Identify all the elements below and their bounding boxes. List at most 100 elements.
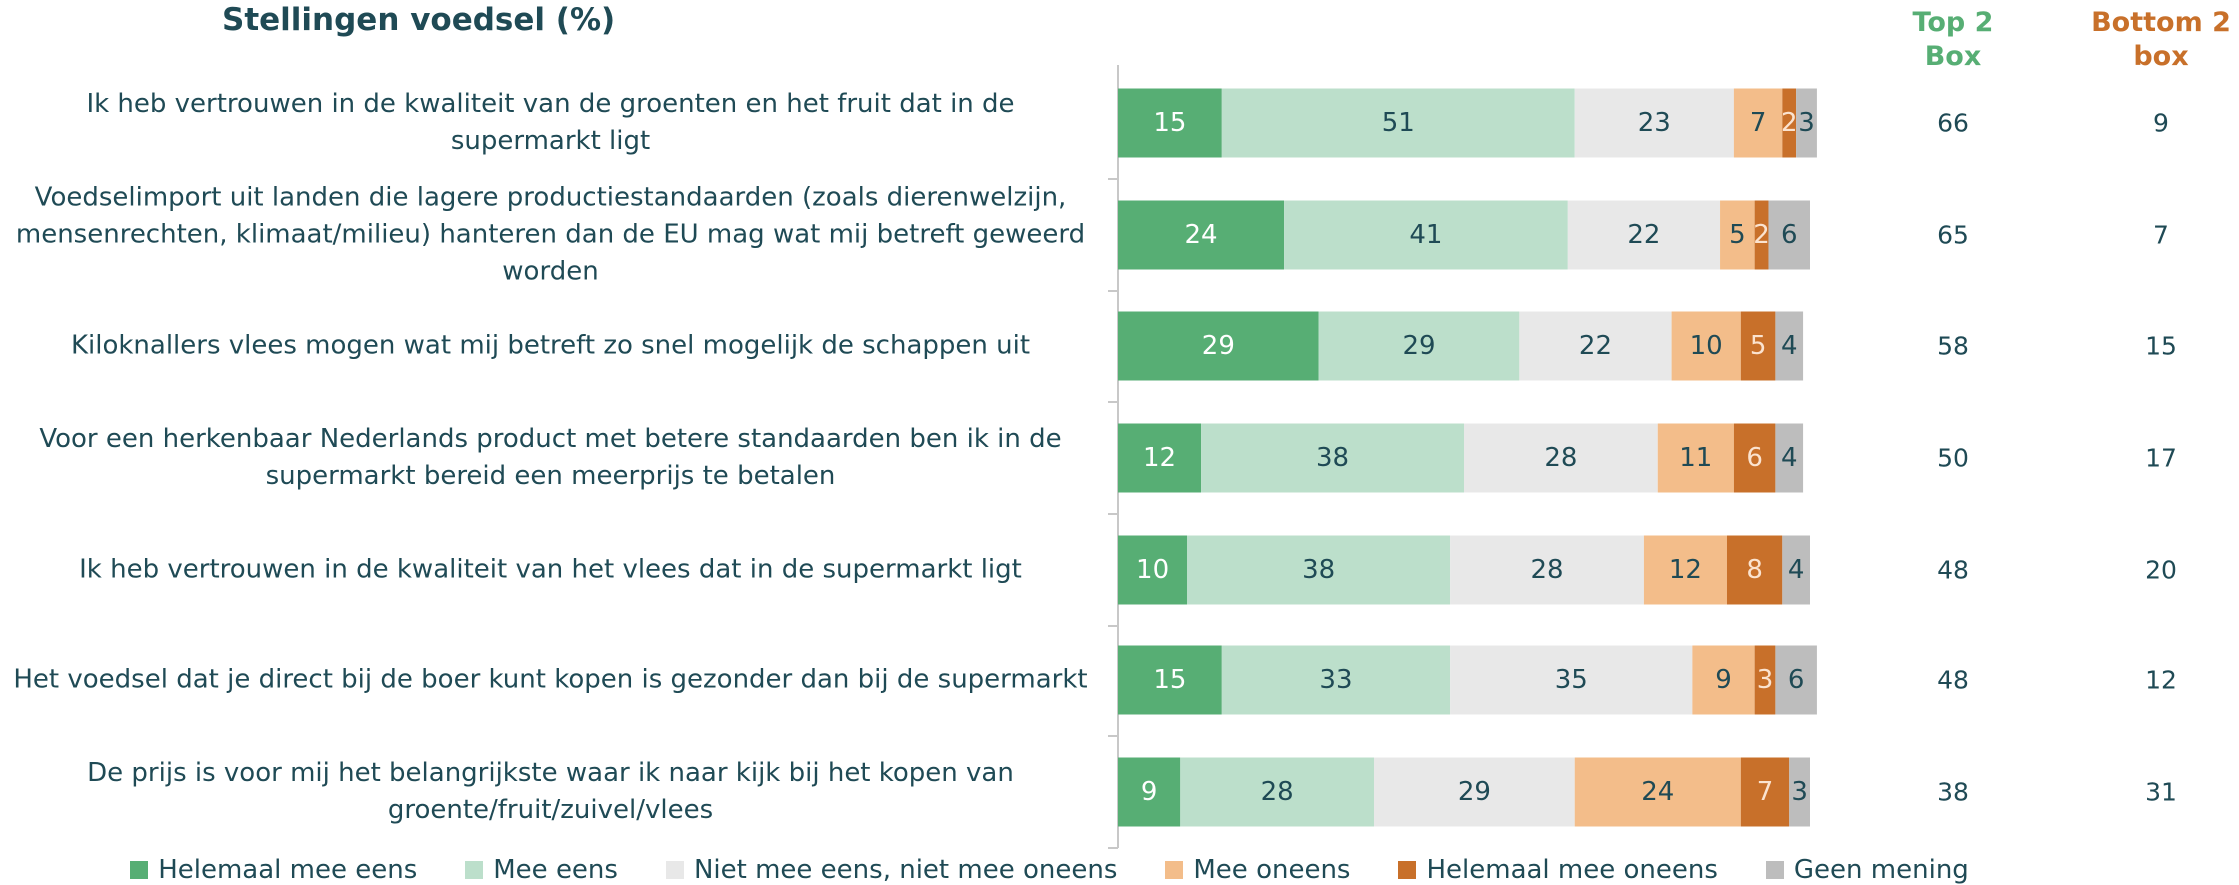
segment-label: 7 (1757, 777, 1774, 807)
bar-segment (1754, 645, 1776, 715)
legend-swatch (130, 861, 149, 879)
bar-segment (1450, 645, 1693, 715)
column-value: 66 (1937, 108, 1969, 138)
segment-label: 9 (1141, 777, 1158, 807)
bar-segment (1118, 757, 1181, 827)
segment-label: 8 (1746, 555, 1763, 585)
segment-label: 3 (1791, 777, 1808, 807)
legend-label: Geen mening (1793, 855, 1969, 885)
bar-segment (1754, 200, 1769, 270)
bar-segment (1118, 311, 1319, 381)
segment-label: 4 (1781, 331, 1798, 361)
category-label: Voedselimport uit landen die lagere prod… (15, 182, 1086, 287)
segment-label: 22 (1627, 220, 1660, 250)
bar-segment (1720, 200, 1755, 270)
segment-label: 11 (1679, 443, 1712, 473)
segment-label: 22 (1579, 331, 1612, 361)
segment-label: 4 (1781, 443, 1798, 473)
segment-label: 9 (1715, 665, 1732, 695)
legend-label: Mee oneens (1193, 855, 1351, 885)
bar-segment (1464, 423, 1658, 493)
bar-segment (1740, 311, 1776, 381)
legend-label: Helemaal mee oneens (1426, 855, 1718, 885)
segment-label: 2 (1753, 220, 1770, 250)
segment-label: 10 (1136, 555, 1169, 585)
column-value: 20 (2145, 555, 2177, 585)
segment-label: 23 (1638, 108, 1671, 138)
bar-segment (1201, 423, 1464, 493)
segment-label: 12 (1669, 555, 1702, 585)
legend-item: Mee eens (465, 855, 618, 885)
column-value: 31 (2145, 777, 2177, 807)
column-value: 15 (2145, 331, 2177, 361)
bar-segment (1574, 757, 1741, 827)
legend-label: Niet mee eens, niet mee oneens (693, 855, 1118, 885)
legend-label: Mee eens (493, 855, 618, 885)
segment-label: 28 (1530, 555, 1563, 585)
category-label: Ik heb vertrouwen in de kwaliteit van de… (86, 89, 1015, 156)
segment-label: 29 (1402, 331, 1435, 361)
segment-label: 29 (1202, 331, 1235, 361)
column-value: 7 (2153, 220, 2169, 250)
column-value: 48 (1937, 555, 1969, 585)
bar-segment (1187, 535, 1451, 605)
bar-segment (1775, 423, 1804, 493)
bar-segment (1726, 535, 1783, 605)
category-label: Voor een herkenbaar Nederlands product m… (39, 424, 1062, 491)
column-value: 17 (2145, 443, 2177, 473)
bar-segment (1221, 645, 1451, 715)
column-value: 12 (2145, 665, 2177, 695)
legend: Helemaal mee eens Mee eens Niet mee eens, … (0, 855, 2169, 885)
segment-label: 3 (1757, 665, 1774, 695)
segment-label: 12 (1143, 443, 1176, 473)
legend-label: Helemaal mee eens (158, 855, 418, 885)
legend-item: Helemaal mee oneens (1398, 855, 1718, 885)
segment-label: 10 (1690, 331, 1723, 361)
legend-swatch (1765, 861, 1784, 879)
column-value: 9 (2153, 108, 2169, 138)
segment-label: 5 (1729, 220, 1746, 250)
column-value: 58 (1937, 331, 1969, 361)
column-value: 38 (1937, 777, 1969, 807)
chart-title: Stellingen voedsel (%) (222, 2, 616, 38)
bar-segment (1733, 88, 1783, 158)
segment-label: 7 (1750, 108, 1767, 138)
bar-segment (1450, 535, 1644, 605)
column-value: 48 (1937, 665, 1969, 695)
legend-swatch (465, 861, 484, 879)
bar-segment (1796, 88, 1817, 158)
legend-item: Mee oneens (1165, 855, 1350, 885)
segment-label: 6 (1746, 443, 1763, 473)
bar-segment (1318, 311, 1520, 381)
bar-segment (1567, 200, 1721, 270)
segment-label: 24 (1184, 220, 1217, 250)
bar-segment (1657, 423, 1734, 493)
bar-segment (1692, 645, 1755, 715)
column-header: Top 2 Box (1912, 7, 1994, 72)
segment-label: 2 (1781, 108, 1798, 138)
legend-item: Geen mening (1765, 855, 1969, 885)
bar-segment (1118, 200, 1285, 270)
category-label: Ik heb vertrouwen in de kwaliteit van he… (79, 554, 1022, 585)
bar-segment (1519, 311, 1672, 381)
segment-label: 51 (1382, 108, 1415, 138)
legend-item: Helemaal mee eens (130, 855, 417, 885)
segment-label: 33 (1319, 665, 1352, 695)
bar-segment (1740, 757, 1790, 827)
bar-segment (1180, 757, 1375, 827)
bar-segment (1782, 535, 1810, 605)
segment-label: 28 (1544, 443, 1577, 473)
column-header: Bottom 2 box (2091, 7, 2231, 72)
segment-label: 6 (1788, 665, 1805, 695)
segment-label: 15 (1153, 108, 1186, 138)
bar-segment (1775, 311, 1804, 381)
segment-label: 5 (1750, 331, 1767, 361)
bar-segment (1643, 535, 1727, 605)
segment-label: 38 (1316, 443, 1349, 473)
segment-label: 38 (1302, 555, 1335, 585)
bar-segment (1374, 757, 1575, 827)
segment-label: 3 (1798, 108, 1815, 138)
segment-label: 28 (1261, 777, 1294, 807)
bar-segment (1221, 88, 1575, 158)
